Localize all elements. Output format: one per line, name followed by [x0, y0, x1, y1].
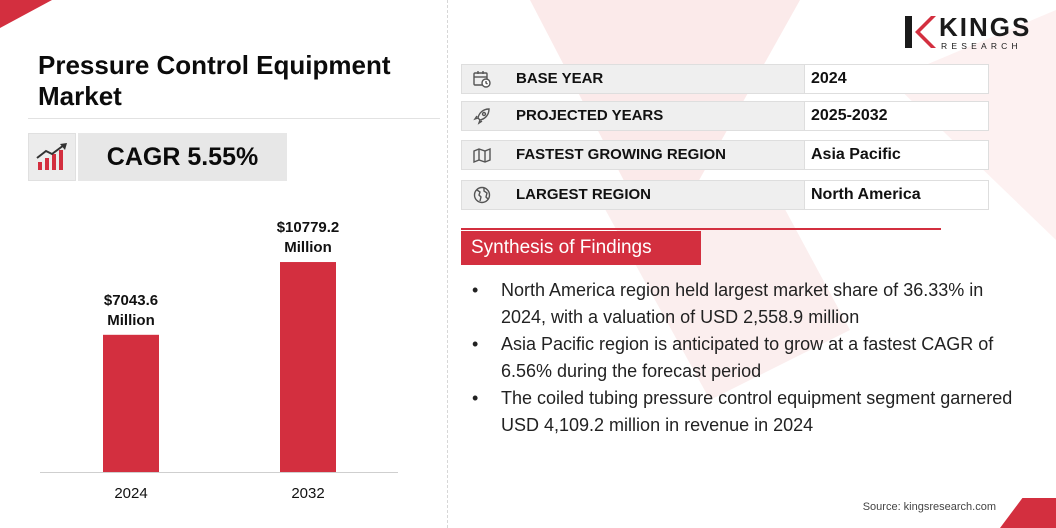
info-value: North America [804, 181, 988, 209]
bullet-icon: • [472, 334, 479, 354]
list-item: • Asia Pacific region is anticipated to g… [470, 331, 1030, 385]
synthesis-heading: Synthesis of Findings [461, 231, 701, 265]
logo-name: KINGS [939, 12, 1032, 42]
info-row-base-year: BASE YEAR 2024 [461, 64, 989, 94]
growth-chart-icon [28, 133, 76, 181]
logo-subtitle: RESEARCH [941, 41, 1022, 51]
page-title: Pressure Control Equipment Market [38, 50, 391, 111]
info-label: LARGEST REGION [502, 181, 804, 209]
corner-accent [0, 0, 52, 28]
info-row-projected-years: PROJECTED YEARS 2025-2032 [461, 101, 989, 131]
info-row-largest-region: LARGEST REGION North America [461, 180, 989, 210]
info-row-fastest-region: FASTEST GROWING REGION Asia Pacific [461, 140, 989, 170]
x-tick-label: 2032 [291, 485, 324, 502]
bar-2032 [280, 262, 336, 472]
data-label: $10779.2 Million [277, 219, 340, 256]
info-value: Asia Pacific [804, 141, 988, 169]
list-item: • North America region held largest marke… [470, 277, 1030, 331]
rocket-icon [462, 102, 502, 130]
finding-text: The coiled tubing pressure control equip… [501, 388, 1013, 435]
info-value: 2025-2032 [804, 102, 988, 130]
bar-2024 [103, 334, 159, 472]
bullet-icon: • [472, 388, 479, 408]
list-item: • The coiled tubing pressure control equi… [470, 385, 1030, 439]
info-value: 2024 [804, 65, 988, 93]
info-label: FASTEST GROWING REGION [502, 141, 804, 169]
kings-research-logo: KINGS RESEARCH [903, 12, 1033, 54]
synthesis-divider [461, 228, 941, 230]
bullet-icon: • [472, 280, 479, 300]
x-tick-label: 2024 [114, 485, 147, 502]
finding-text: Asia Pacific region is anticipated to gr… [501, 334, 994, 381]
info-label: BASE YEAR [502, 65, 804, 93]
source-credit: Source: kingsresearch.com [862, 501, 996, 513]
vertical-divider [447, 0, 448, 528]
cagr-value: CAGR 5.55% [78, 133, 287, 181]
data-label: $7043.6 Million [104, 292, 158, 329]
logo-mark-icon [905, 16, 936, 48]
title-divider [28, 118, 440, 119]
findings-list: • North America region held largest marke… [470, 277, 1030, 439]
map-icon [462, 141, 502, 169]
info-label: PROJECTED YEARS [502, 102, 804, 130]
globe-icon [462, 181, 502, 209]
market-bar-chart: $7043.6 Million 2024 $10779.2 Million 2032 [40, 219, 398, 502]
finding-text: North America region held largest market… [501, 280, 984, 327]
calendar-icon [462, 65, 502, 93]
corner-accent [1000, 498, 1056, 528]
